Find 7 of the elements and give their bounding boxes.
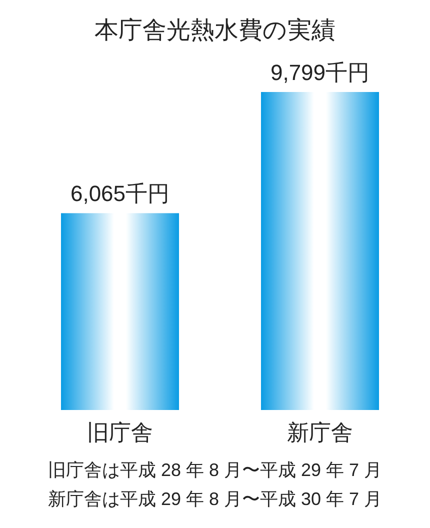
- data-label: 6,065千円: [70, 181, 170, 206]
- annotation: 新庁舎は平成 29 年 8 月〜平成 30 年 7 月: [48, 489, 382, 509]
- category: 新庁舎: [287, 420, 353, 445]
- annotation: 旧庁舎は平成 28 年 8 月〜平成 29 年 7 月: [48, 460, 382, 480]
- title: 本庁舎光熱水費の実績: [94, 17, 336, 44]
- data-label: 9,799千円: [270, 60, 370, 85]
- category: 旧庁舎: [87, 420, 153, 445]
